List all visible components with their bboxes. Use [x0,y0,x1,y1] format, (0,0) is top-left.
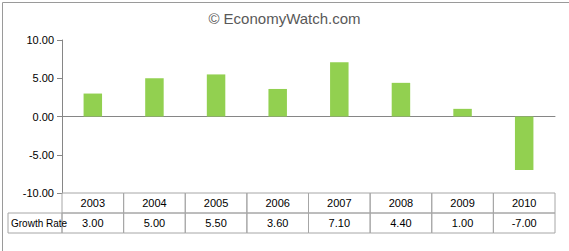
svg-text:7.10: 7.10 [329,217,350,229]
svg-text:3.60: 3.60 [267,217,288,229]
svg-text:2008: 2008 [389,197,413,209]
svg-text:5.00: 5.00 [33,72,54,84]
svg-text:0.00: 0.00 [33,111,54,123]
svg-text:2004: 2004 [142,197,166,209]
svg-text:Growth Rate: Growth Rate [11,218,68,229]
svg-text:5.00: 5.00 [144,217,165,229]
svg-text:5.50: 5.50 [205,217,226,229]
svg-text:-7.00: -7.00 [512,217,537,229]
svg-text:2005: 2005 [204,197,228,209]
svg-text:-10.00: -10.00 [23,187,54,199]
svg-text:4.40: 4.40 [390,217,411,229]
svg-text:2007: 2007 [327,197,351,209]
svg-text:3.00: 3.00 [82,217,103,229]
svg-text:2010: 2010 [512,197,536,209]
svg-text:10.00: 10.00 [26,34,54,46]
svg-text:2003: 2003 [81,197,105,209]
svg-text:-5.00: -5.00 [29,149,54,161]
svg-text:2006: 2006 [265,197,289,209]
svg-text:1.00: 1.00 [452,217,473,229]
svg-text:© EconomyWatch.com: © EconomyWatch.com [208,10,360,27]
svg-text:2009: 2009 [450,197,474,209]
